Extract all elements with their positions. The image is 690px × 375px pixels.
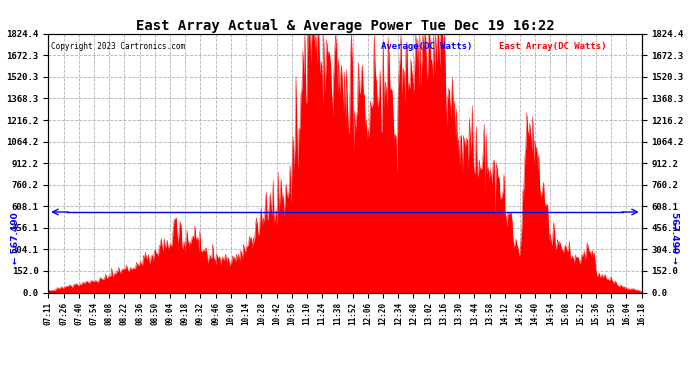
Text: 567.490 →: 567.490 → bbox=[670, 212, 679, 264]
Text: Average(DC Watts): Average(DC Watts) bbox=[381, 42, 472, 51]
Text: ← 567.490: ← 567.490 bbox=[11, 212, 20, 264]
Text: East Array(DC Watts): East Array(DC Watts) bbox=[500, 42, 607, 51]
Title: East Array Actual & Average Power Tue Dec 19 16:22: East Array Actual & Average Power Tue De… bbox=[136, 19, 554, 33]
Text: Copyright 2023 Cartronics.com: Copyright 2023 Cartronics.com bbox=[51, 42, 186, 51]
